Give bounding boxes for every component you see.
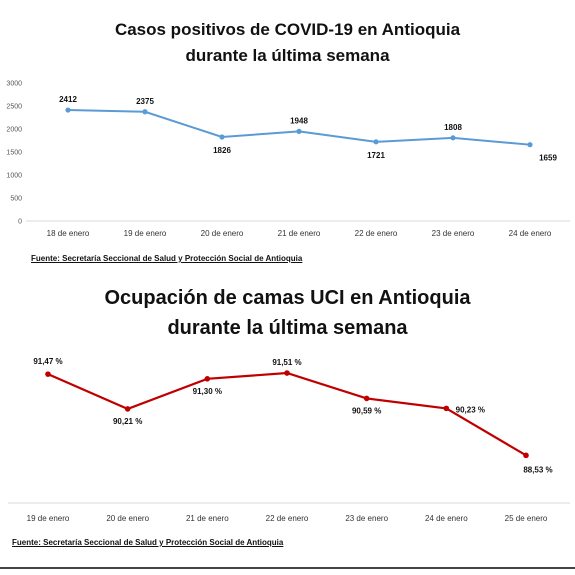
chart1-title-line2: durante la última semana [185, 46, 390, 65]
chart1-y-tick-label: 3000 [6, 81, 22, 88]
chart1-x-tick-label: 24 de enero [509, 229, 552, 238]
chart1-data-point [527, 142, 533, 148]
chart2-x-tick-label: 24 de enero [425, 514, 468, 523]
chart1-data-label: 1721 [367, 151, 385, 160]
chart1-data-label: 1808 [444, 123, 462, 132]
chart1-data-label: 2412 [59, 95, 77, 104]
chart2-data-label: 91,47 % [33, 357, 62, 366]
bottom-rule [0, 567, 575, 569]
chart1-data-label: 1948 [290, 116, 308, 125]
chart2-data-label: 88,53 % [523, 465, 552, 474]
chart1-x-tick-label: 23 de enero [432, 229, 475, 238]
chart1-data-point [296, 128, 302, 134]
chart2-data-point [443, 405, 450, 412]
chart2-source[interactable]: Fuente: Secretaría Seccional de Salud y … [12, 538, 284, 547]
chart1-y-tick-label: 2000 [6, 127, 22, 134]
chart2-title-line1: Ocupación de camas UCI en Antioquia [104, 287, 471, 309]
chart2-x-tick-label: 20 de enero [106, 514, 149, 523]
chart2-data-point [284, 370, 290, 376]
chart2-data-point [45, 371, 51, 377]
chart2-data-label: 90,23 % [456, 405, 485, 414]
chart2-data-label: 90,59 % [352, 406, 381, 415]
chart2-data-point [124, 406, 131, 412]
chart2-series-line [47, 371, 527, 457]
chart1-data-point [65, 107, 71, 113]
chart2-x-tick-label: 25 de enero [505, 514, 548, 523]
chart1-y-tick-label: 1500 [6, 150, 22, 157]
chart2-x-tick-label: 19 de enero [27, 514, 70, 523]
chart2-data-label: 90,21 % [113, 417, 142, 426]
chart1-x-tick-label: 20 de enero [201, 229, 244, 238]
chart1-x-tick-label: 18 de enero [47, 229, 90, 238]
chart2-data-point [204, 376, 211, 382]
chart1-y-tick-label: 2500 [6, 104, 22, 111]
chart1-data-point [450, 135, 456, 141]
chart2-data-label: 91,30 % [193, 387, 222, 396]
chart2-x-tick-label: 23 de enero [345, 514, 388, 523]
chart1-data-point [219, 134, 225, 140]
chart1-y-tick-label: 500 [10, 196, 22, 203]
chart2-x-tick-label: 22 de enero [266, 514, 309, 523]
chart2-data-point [363, 395, 370, 402]
chart2-x-tick-label: 21 de enero [186, 514, 229, 523]
chart2-title-line2: durante la última semana [167, 317, 408, 339]
chart1-data-label: 2375 [136, 97, 154, 106]
chart1-x-tick-label: 19 de enero [124, 229, 167, 238]
chart1-data-point [373, 139, 379, 145]
chart1-x-tick-label: 22 de enero [355, 229, 398, 238]
chart1-x-tick-label: 21 de enero [278, 229, 321, 238]
chart1-data-label: 1826 [213, 146, 231, 155]
chart1-data-label: 1659 [539, 154, 557, 163]
chart1-source[interactable]: Fuente: Secretaría Seccional de Salud y … [31, 254, 303, 263]
chart2-data-label: 91,51 % [272, 358, 301, 367]
chart2-data-point [523, 452, 529, 459]
chart1-y-tick-label: 0 [18, 219, 22, 226]
chart1-data-point [142, 109, 148, 115]
chart1-y-tick-label: 1000 [6, 173, 22, 180]
chart1-title-line1: Casos positivos de COVID-19 en Antioquia [114, 20, 461, 39]
